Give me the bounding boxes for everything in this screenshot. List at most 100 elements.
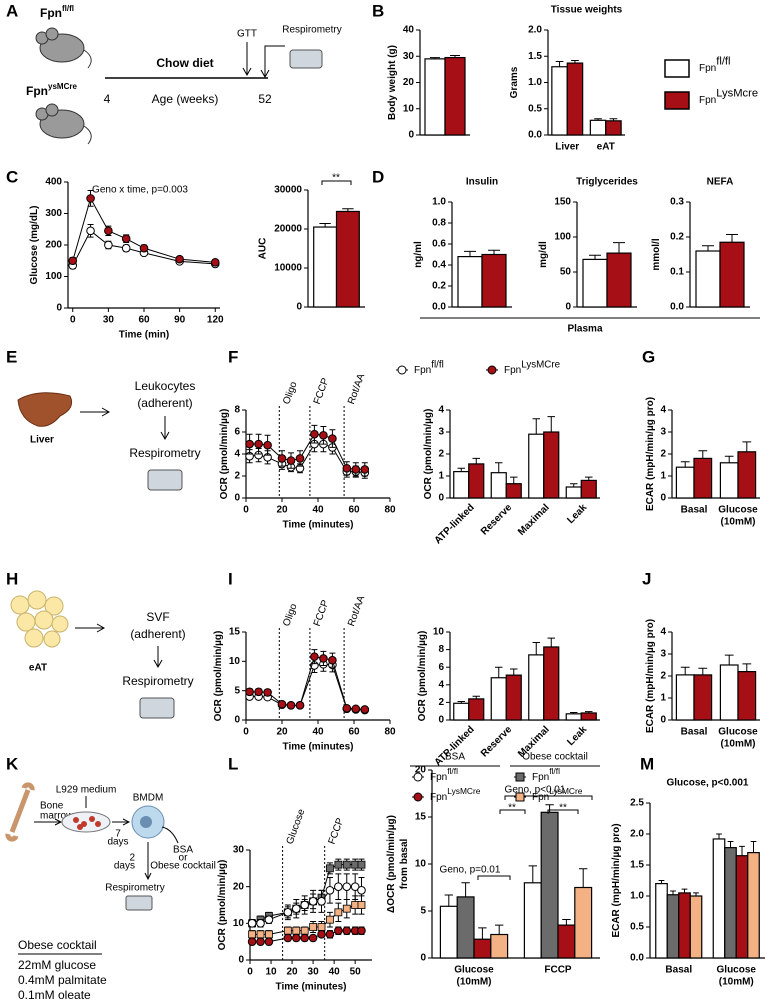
- marker: [104, 226, 113, 236]
- fat-icon: [10, 590, 69, 648]
- error-bar: [547, 416, 555, 432]
- marker: [357, 901, 366, 909]
- age-start: 4: [104, 92, 111, 106]
- marker: [286, 701, 296, 710]
- legend-swatch: [413, 792, 423, 802]
- marker: [308, 897, 318, 906]
- machine-icon: [289, 49, 323, 69]
- legend-swatch: [515, 792, 525, 802]
- bar: [523, 882, 542, 959]
- y-axis-label: Body weight (g): [387, 45, 398, 120]
- y-tick-label: 10: [433, 627, 445, 638]
- bar: [444, 56, 466, 136]
- error-bar: [693, 892, 699, 896]
- x-tick-label: Glucose: [718, 505, 758, 516]
- bar: [313, 226, 338, 308]
- legend-swatch: [413, 772, 423, 782]
- marker: [68, 256, 78, 266]
- bar: [747, 851, 760, 959]
- error-bar: [579, 868, 588, 888]
- tissue-label: eAT: [29, 663, 47, 674]
- y-axis-label: ECAR (mpH/min/µg pro): [645, 397, 656, 511]
- y-tick-label: 2.0: [528, 25, 542, 36]
- marker: [256, 930, 265, 939]
- error-bar: [589, 254, 601, 260]
- y-axis-label: OCR (pmol/min/µg): [217, 860, 228, 951]
- y-tick-label: 3: [660, 427, 666, 438]
- legend-swatch: [487, 365, 497, 375]
- y-tick-label: 10: [229, 656, 241, 667]
- error-bar: [716, 833, 722, 839]
- x-tick-label: Basal: [681, 727, 708, 738]
- marker: [334, 926, 343, 935]
- treatment-label: FCCP: [312, 376, 332, 406]
- y-tick-label: 5: [234, 685, 240, 696]
- y-tick-label: 0: [660, 715, 666, 726]
- cell-label: BMDM: [133, 793, 164, 804]
- error-bar: [472, 695, 480, 699]
- bar: [505, 483, 522, 499]
- panel-label: C: [6, 167, 18, 186]
- bar: [490, 472, 507, 499]
- y-tick-label: 0: [56, 303, 62, 314]
- panel-label: B: [372, 1, 384, 20]
- y-axis-label: ECAR (mpH/min/µg pro): [645, 619, 656, 733]
- x-tick-label: (10mM): [456, 977, 491, 988]
- y-tick-label: 0.0: [630, 953, 644, 964]
- y-tick-label: 2.5: [630, 798, 644, 809]
- days-label: days: [114, 861, 135, 872]
- marker: [256, 937, 265, 946]
- y-tick-label: 4: [234, 449, 240, 460]
- bar: [695, 250, 721, 308]
- legend-text: Fpn: [532, 772, 549, 783]
- y-axis-label: ECAR (mpH/min/µg pro): [611, 823, 622, 937]
- marker: [334, 882, 343, 891]
- arrow: [161, 826, 179, 844]
- bar: [551, 66, 568, 136]
- y-tick-label: 0.6: [432, 239, 446, 250]
- treatment-label: Glucose: [285, 807, 308, 846]
- bar: [580, 712, 597, 721]
- source-label: marrow: [40, 811, 74, 822]
- treatment-label: Oligo: [281, 380, 299, 406]
- treatment-label: FCCP: [312, 598, 332, 628]
- error-bar: [430, 57, 440, 59]
- panel-label: I: [228, 569, 233, 588]
- bar: [473, 938, 492, 959]
- error-bar: [488, 249, 500, 255]
- bar: [574, 886, 593, 959]
- x-axis-label: Time (minutes): [276, 982, 347, 993]
- label: Fpn: [40, 6, 62, 20]
- x-tick-label: (10mM): [719, 977, 754, 988]
- marker: [254, 439, 263, 449]
- marker: [317, 930, 326, 939]
- error-bar: [510, 668, 518, 676]
- error-bar: [670, 890, 676, 895]
- y-tick-label: 20: [403, 77, 415, 88]
- bar: [655, 882, 668, 959]
- marker: [277, 699, 287, 709]
- bar: [605, 120, 622, 136]
- marker: [283, 933, 293, 943]
- legend-label: FpnLysMCre: [504, 359, 561, 376]
- y-tick-label: 1.5: [528, 51, 542, 62]
- error-bar: [585, 711, 593, 713]
- error-bar: [342, 208, 354, 212]
- error-bar: [570, 483, 578, 487]
- source-label: Bone: [40, 801, 64, 812]
- respirometry-label: Respirometry: [122, 674, 193, 688]
- error-bar: [680, 666, 690, 675]
- bar: [543, 431, 560, 499]
- marker: [256, 919, 265, 928]
- legend-text: Fpn: [504, 365, 521, 376]
- panel-label: M: [640, 754, 654, 773]
- annotation: **: [508, 803, 516, 814]
- error-bar: [571, 59, 579, 64]
- marker: [328, 655, 337, 665]
- error-bar: [450, 54, 460, 58]
- y-axis-label: OCR (pmol/min/µg): [219, 409, 230, 500]
- y-tick-label: 40: [403, 25, 415, 36]
- y-tick-label: 400: [45, 177, 62, 188]
- y-tick-label: 1.0: [528, 77, 542, 88]
- y-tick-label: 0.4: [432, 260, 446, 271]
